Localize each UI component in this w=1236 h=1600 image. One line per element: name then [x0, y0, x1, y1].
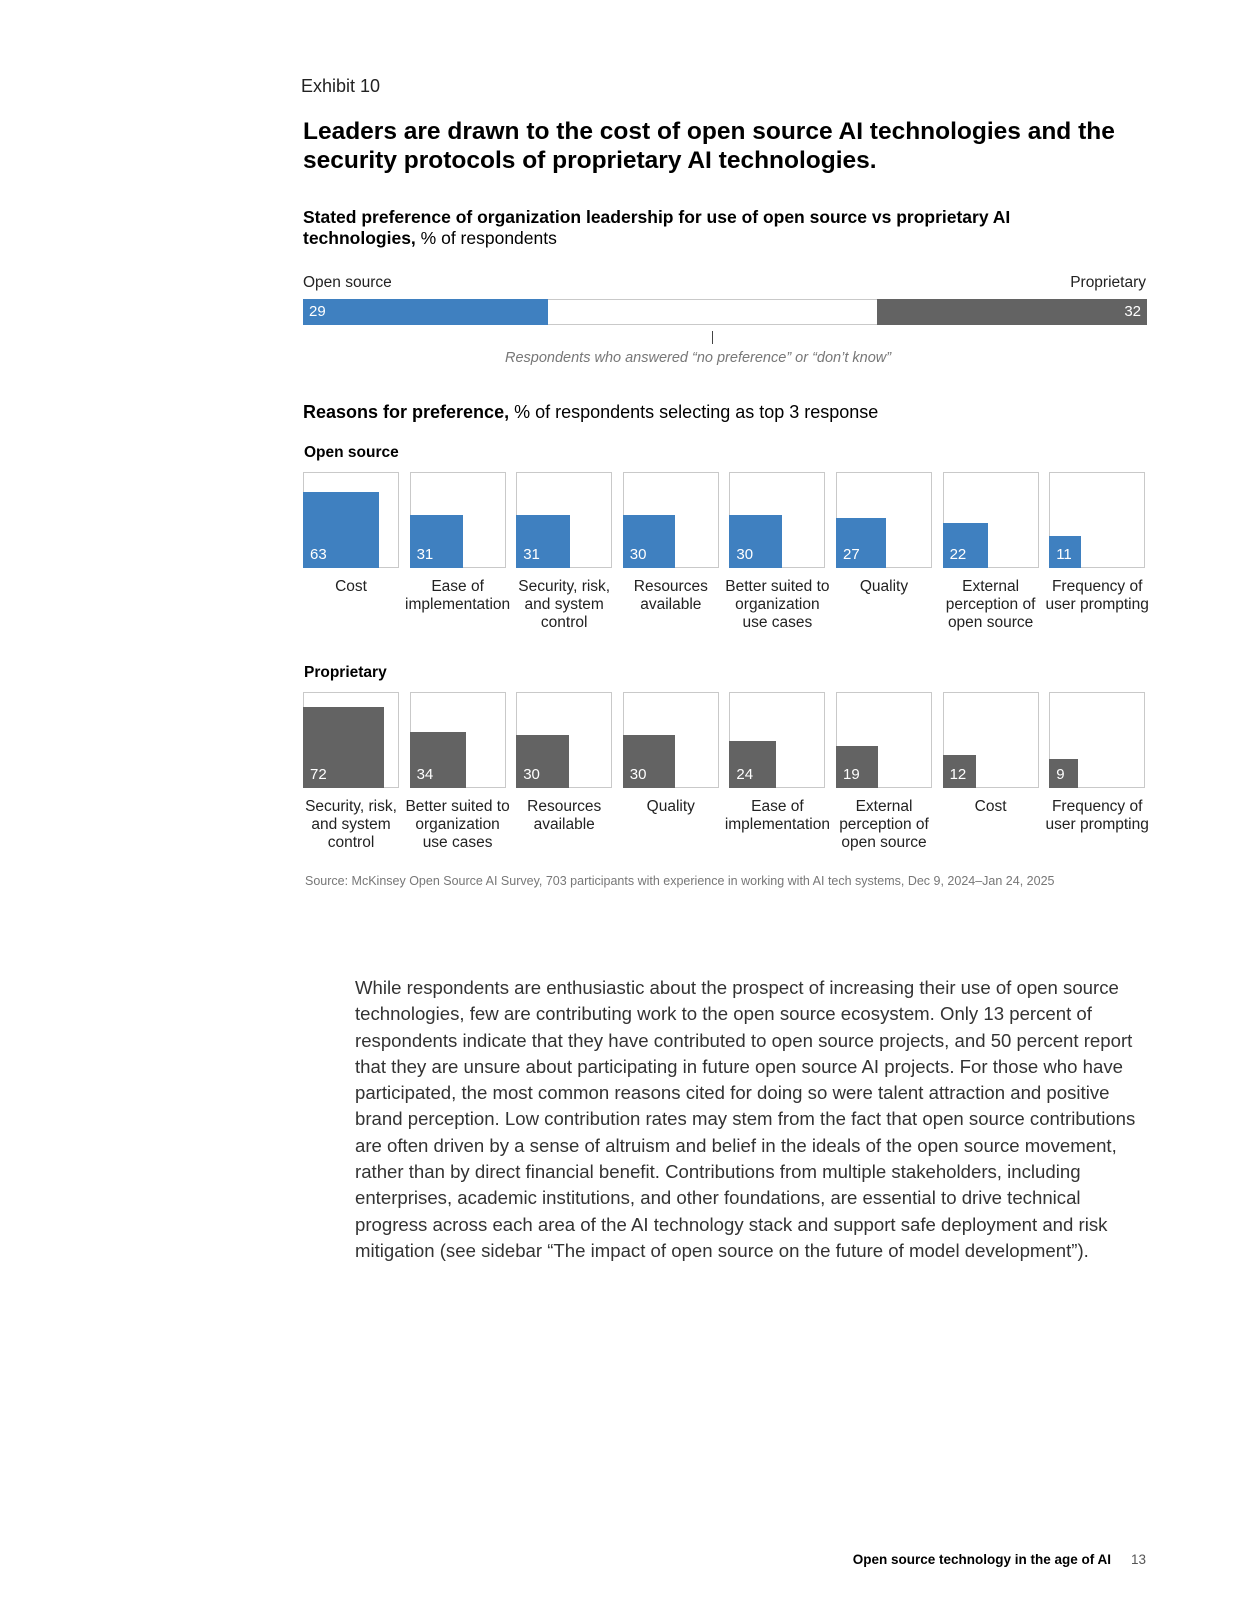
proprietary-panel: 24 [729, 692, 826, 788]
open-source-group-label: Open source [304, 444, 399, 461]
open-source-panel: 11 [1049, 472, 1146, 568]
proprietary-value-label: 19 [843, 766, 860, 783]
no-preference-annotation: Respondents who answered “no preference”… [505, 350, 892, 366]
preference-bar-proprietary: 32 [876, 299, 1147, 325]
reasons-title-bold: Reasons for preference, [303, 402, 510, 422]
open-source-value-label: 11 [1056, 546, 1072, 563]
open-source-panel: 22 [942, 472, 1039, 568]
proprietary-group-label: Proprietary [304, 664, 387, 681]
proprietary-category-label: Cost [974, 798, 1007, 815]
proprietary-value-label: 9 [1056, 766, 1065, 783]
proprietary-bar [836, 746, 878, 788]
proprietary-category-label: Better suited to organization use cases [405, 798, 510, 851]
open-source-bar [942, 522, 988, 568]
proprietary-category-label: External perception of open source [839, 798, 929, 851]
preference-bar: 29 32 [303, 299, 1147, 325]
preference-bar-open-source: 29 [303, 299, 548, 325]
proprietary-bar [942, 754, 976, 788]
open-source-value-label: 31 [523, 546, 540, 563]
open-source-bar [729, 515, 782, 568]
proprietary-panel: 34 [409, 692, 506, 788]
proprietary-value-label: 24 [736, 766, 754, 783]
open-source-bar [303, 491, 380, 568]
proprietary-panel: 19 [836, 692, 932, 788]
open-source-category-label: External perception of open source [945, 578, 1036, 631]
open-source-bar [622, 515, 676, 568]
proprietary-panel: 30 [516, 692, 613, 788]
proprietary-category-label: Ease of implementation [724, 798, 830, 833]
open-source-category-label: Frequency of user prompting [1045, 578, 1149, 613]
open-source-panel: 63 [303, 472, 399, 568]
open-source-bar [516, 514, 570, 568]
footer-title: Open source technology in the age of AI [852, 1552, 1111, 1567]
open-source-category-label: Ease of implementation [405, 578, 511, 613]
source-note: Source: McKinsey Open Source AI Survey, … [305, 874, 1055, 888]
preference-value-open-source: 29 [309, 303, 326, 320]
preference-value-proprietary: 32 [1124, 303, 1141, 320]
proprietary-category-label: Frequency of user prompting [1045, 798, 1149, 833]
proprietary-panel: 9 [1049, 692, 1146, 788]
reasons-title-rest: % of respondents selecting as top 3 resp… [509, 402, 879, 422]
preference-right-label: Proprietary [1070, 274, 1146, 291]
open-source-bar [1049, 536, 1082, 568]
open-source-category-label: Cost [335, 578, 367, 595]
proprietary-value-label: 72 [310, 766, 327, 783]
proprietary-bar [1049, 759, 1078, 788]
proprietary-bar [516, 735, 569, 788]
open-source-panel: 30 [622, 472, 719, 568]
proprietary-category-label: Security, risk, and system control [305, 798, 397, 851]
open-source-panel: 31 [409, 472, 506, 568]
proprietary-panel: 12 [942, 692, 1039, 788]
proprietary-value-label: 34 [416, 766, 434, 783]
proprietary-bar [303, 706, 385, 788]
open-source-bar [409, 514, 464, 568]
open-source-category-label: Resources available [633, 578, 708, 613]
open-source-value-label: 22 [949, 546, 967, 563]
chart-subtitle: Stated preference of organization leader… [303, 207, 1063, 249]
proprietary-bar [729, 740, 777, 788]
headline: Leaders are drawn to the cost of open so… [303, 118, 1115, 174]
proprietary-bar [409, 732, 466, 788]
proprietary-bar [622, 735, 676, 788]
open-source-value-label: 31 [416, 546, 434, 563]
reasons-title: Reasons for preference, % of respondents… [303, 402, 878, 423]
proprietary-value-label: 30 [629, 766, 647, 783]
open-source-panel: 31 [516, 472, 613, 568]
open-source-category-label: Quality [859, 578, 909, 595]
open-source-category-label: Security, risk, and system control [518, 578, 611, 631]
exhibit-label: Exhibit 10 [301, 76, 381, 96]
proprietary-category-label: Quality [646, 798, 695, 815]
proprietary-category-label: Resources available [527, 798, 602, 833]
preference-left-label: Open source [303, 274, 392, 291]
open-source-panel: 30 [729, 472, 826, 568]
proprietary-value-label: 12 [949, 766, 967, 783]
open-source-bar [836, 518, 886, 568]
open-source-value-label: 30 [736, 546, 754, 563]
page-number: 13 [1130, 1552, 1146, 1567]
open-source-value-label: 30 [629, 546, 647, 563]
subtitle-rest: % of respondents [415, 228, 557, 248]
open-source-value-label: 27 [843, 546, 860, 563]
no-preference-tick [712, 331, 713, 344]
proprietary-panel: 30 [622, 692, 719, 788]
subtitle-bold: Stated preference of organization leader… [303, 207, 1011, 248]
body-paragraph: While respondents are enthusiastic about… [355, 977, 1136, 1261]
open-source-value-label: 63 [310, 546, 327, 563]
open-source-category-label: Better suited to organization use cases [725, 578, 830, 631]
open-source-panel: 27 [836, 472, 932, 568]
proprietary-value-label: 30 [523, 766, 540, 783]
proprietary-panel: 72 [303, 692, 399, 788]
